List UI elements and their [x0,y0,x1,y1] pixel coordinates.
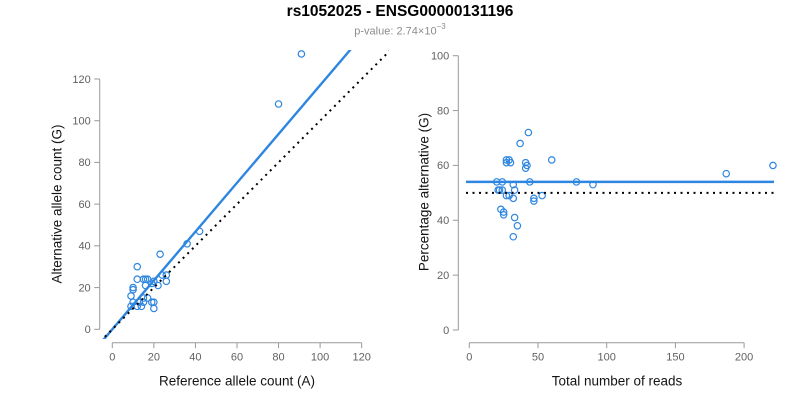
y-tick-label: 40 [78,241,90,253]
data-point [722,169,731,178]
data-point [547,156,556,164]
data-point [530,197,538,205]
data-point [499,210,508,219]
allele-count-plot-canvas: 0 20 40 60 80 100 120 0 20 40 60 80 100 120 [72,50,389,364]
x-tick-label: 0 [466,352,472,364]
identity-line [101,50,389,339]
x-tick-label: 150 [666,352,684,364]
data-point [506,158,515,167]
data-point [498,186,507,194]
y-tick-label: 120 [72,74,90,86]
data-point [162,277,171,286]
data-point [274,100,283,108]
p-value-exponent: −3 [436,22,446,31]
y-tick-label: 40 [437,215,449,227]
x-tick-label: 100 [598,352,616,364]
data-point [510,213,519,222]
data-point [129,283,137,292]
data-point [137,302,146,311]
x-tick-label: 50 [532,352,544,364]
left-y-axis-title: Alternative allele count (G) [49,124,65,284]
data-point [521,164,530,172]
data-point [141,275,150,284]
data-point [297,50,306,58]
p-value-subtitle: p-value: 2.74×10−3 [0,22,800,38]
x-tick-label: 120 [352,352,370,364]
y-tick-label: 60 [78,199,90,211]
right-y-axis-title: Percentage alternative (G) [416,112,432,272]
y-tick-label: 0 [85,324,91,336]
y-tick-label: 80 [78,157,90,169]
y-tick-label: 0 [443,325,449,337]
x-tick-label: 40 [189,352,201,364]
percentage-reads-plot-canvas: 0 50 100 150 200 0 20 40 60 80 100 [431,51,777,364]
fitted-ratio-line [102,50,352,339]
y-tick-label: 100 [72,116,90,128]
data-point [129,285,137,294]
y-tick-label: 20 [437,270,449,282]
data-point [769,161,777,170]
right-x-axis-title: Total number of reads [551,373,683,389]
data-point [530,194,538,203]
data-point [133,275,142,284]
data-point [150,277,158,286]
data-point [509,194,518,203]
y-tick-label: 20 [78,282,90,294]
x-tick-label: 100 [311,352,329,364]
p-value-times-ten: ×10 [417,25,437,38]
y-tick-label: 100 [431,51,449,63]
data-point [162,271,171,279]
y-tick-label: 80 [437,105,449,117]
data-point [150,304,158,313]
data-point [133,262,142,271]
x-tick-label: 60 [231,352,243,364]
data-point [516,139,524,148]
data-point [538,191,546,200]
p-value-mantissa: 2.74 [396,25,418,38]
data-point [509,232,518,241]
data-point [127,292,135,300]
data-point [139,275,148,284]
data-point [513,221,522,230]
x-tick-label: 80 [272,352,284,364]
data-point [156,250,164,259]
data-point [510,186,519,194]
p-value-label: p-value: [354,25,397,38]
data-point [139,298,148,306]
y-tick-label: 60 [437,160,449,172]
x-tick-label: 200 [735,352,753,364]
left-x-axis-title: Reference allele count (A) [158,373,316,389]
data-point [499,208,508,216]
x-tick-label: 0 [109,352,115,364]
x-tick-label: 20 [148,352,160,364]
figure-title: rs1052025 - ENSG00000131196 [286,3,514,20]
data-point [502,158,511,167]
data-point [524,128,533,137]
